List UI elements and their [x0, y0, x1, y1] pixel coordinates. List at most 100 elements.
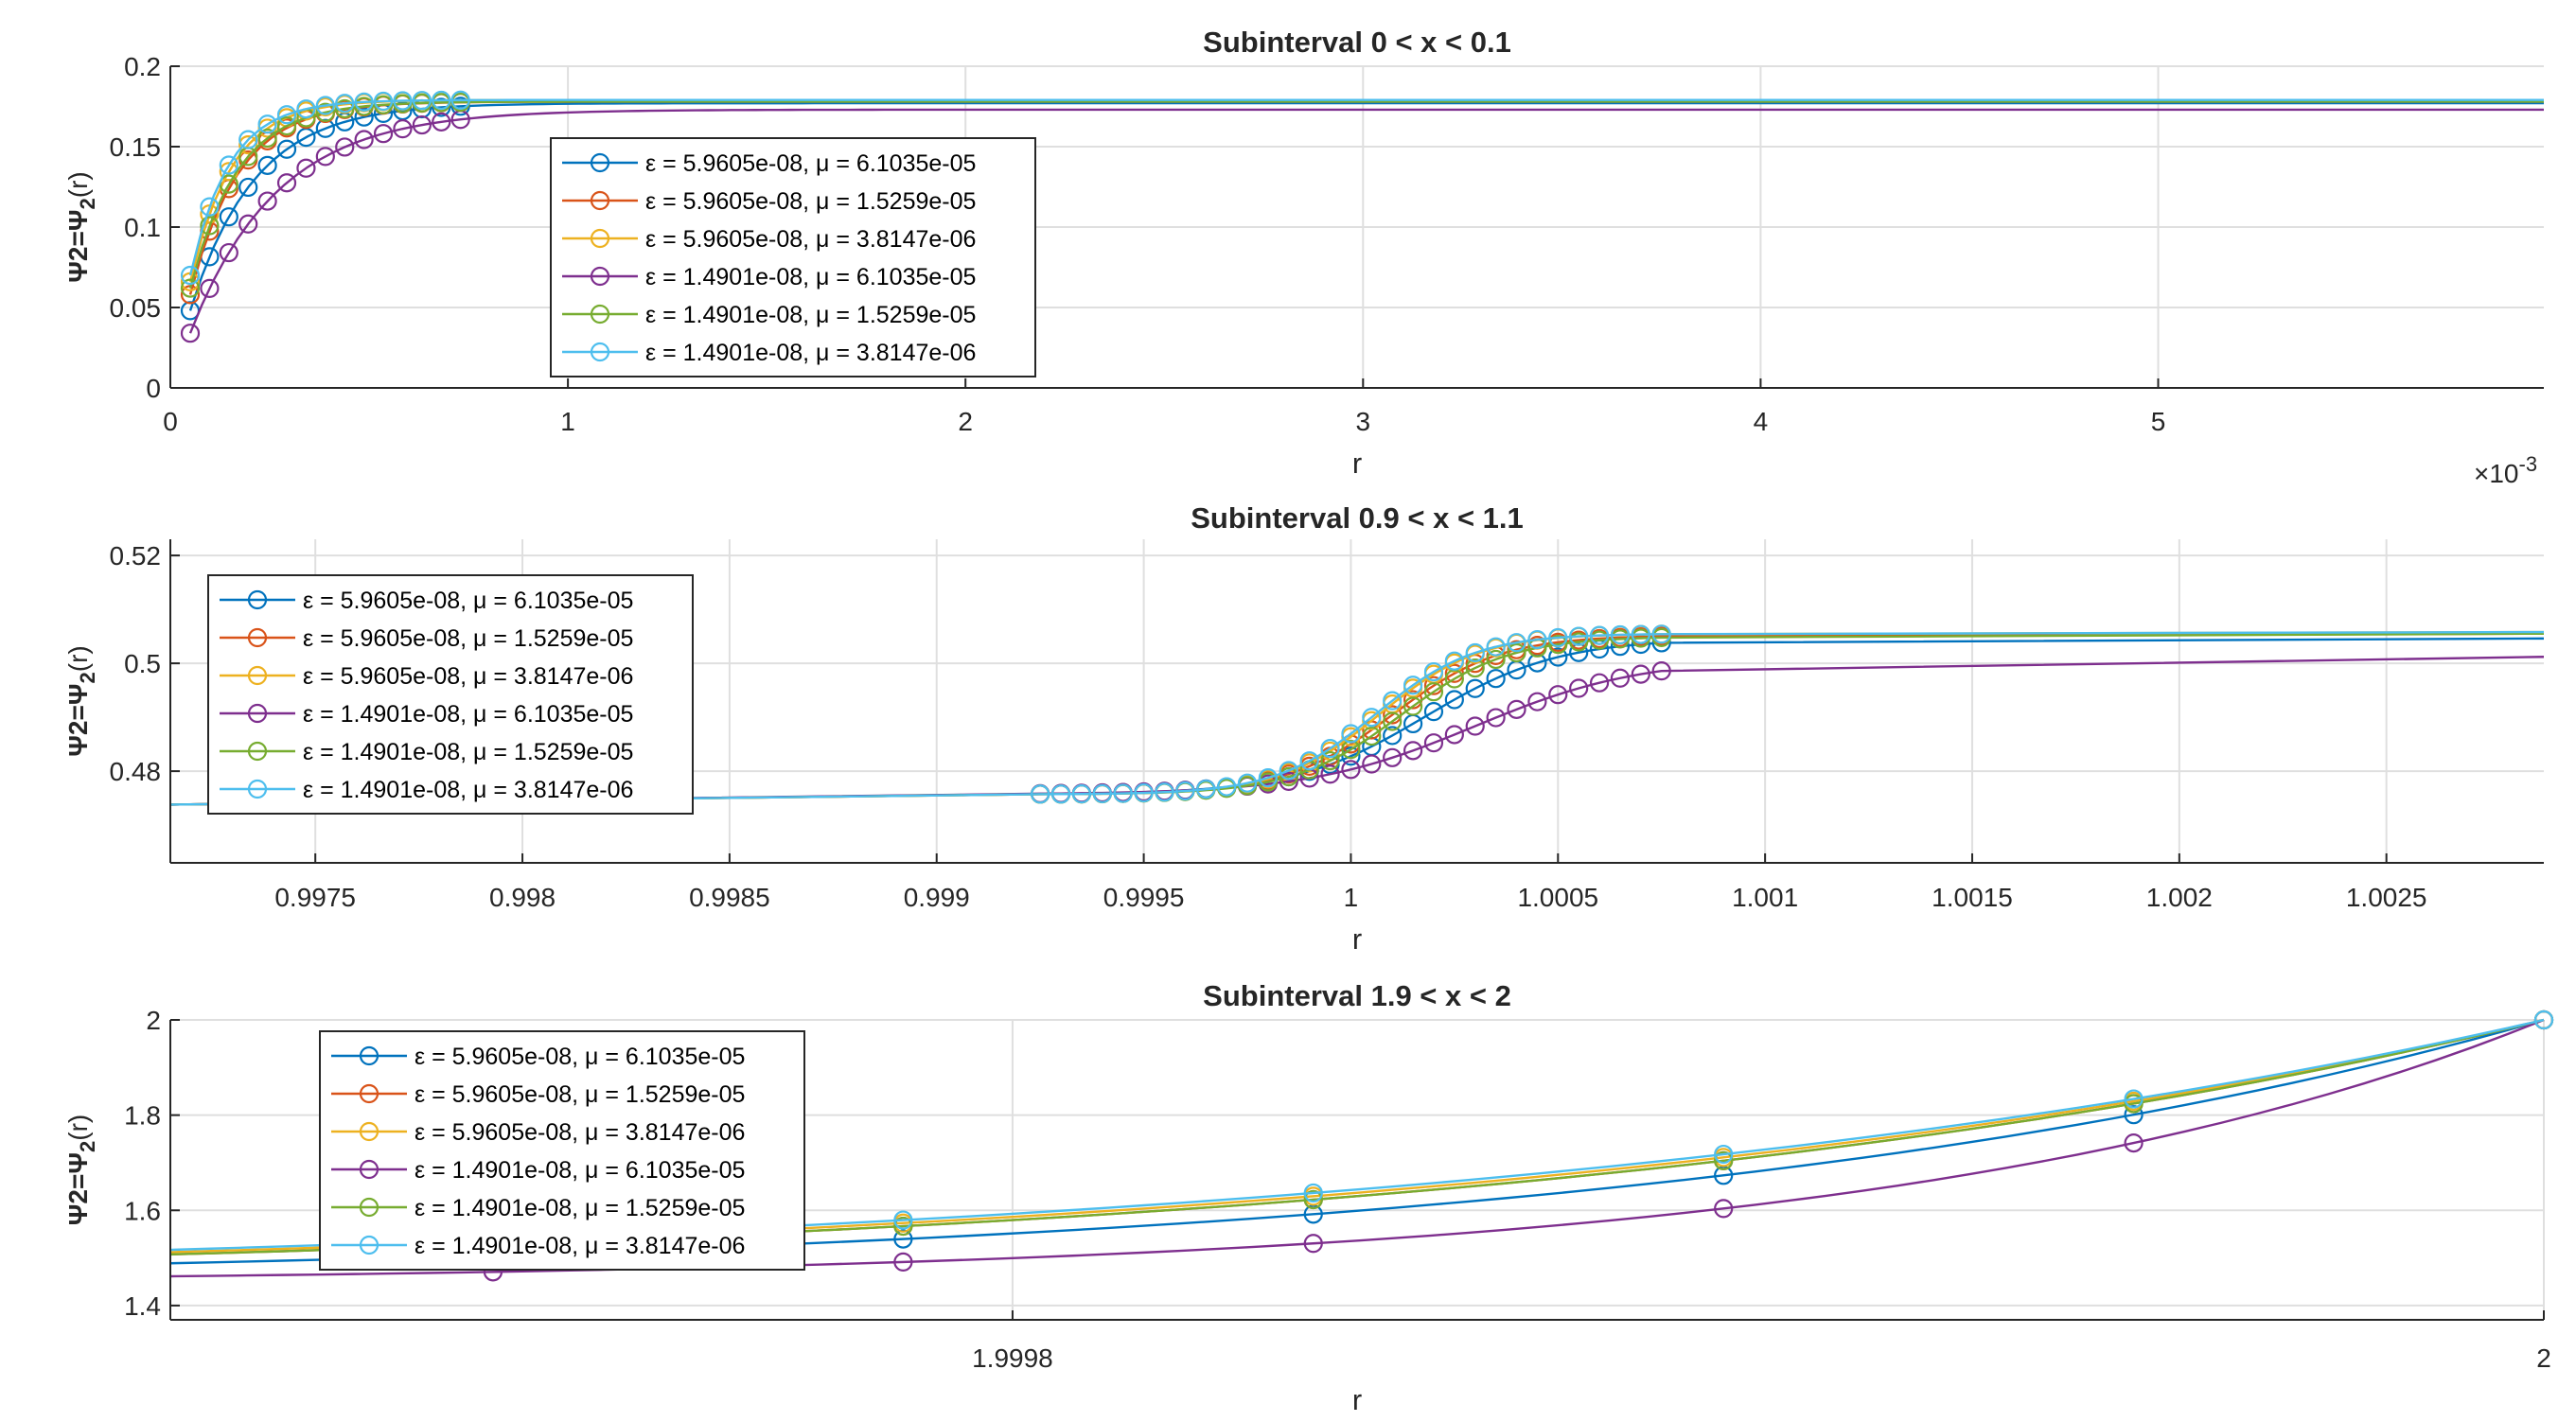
data-point: [1589, 630, 1610, 650]
data-point: [1610, 624, 1631, 645]
legend-marker: [247, 589, 268, 610]
data-point: [2124, 1089, 2144, 1109]
data-point: [412, 114, 432, 135]
data-point: [1486, 708, 1506, 728]
series-6: [180, 90, 2544, 286]
data-point: [335, 98, 355, 119]
data-point: [1507, 642, 1526, 663]
data-point: [1237, 773, 1258, 793]
series-line: [170, 1018, 2545, 1284]
x-tick-label: 2: [2536, 1343, 2551, 1373]
data-point: [432, 97, 451, 117]
chart-title: Subinterval 0.9 < x < 1.1: [1191, 501, 1524, 535]
legend-marker: [590, 304, 610, 325]
y-label-main: Ψ2=Ψ: [63, 684, 93, 757]
data-point: [1362, 708, 1382, 728]
y-tick-label: 0: [146, 374, 161, 403]
legend-marker: [359, 1045, 379, 1066]
series-line: [170, 630, 2545, 806]
y-tick-label: 0.5: [124, 649, 161, 678]
data-point: [1569, 632, 1589, 652]
y-label-subscript: 2: [76, 672, 99, 683]
data-point: [373, 91, 394, 112]
y-tick-label: 2: [146, 1006, 161, 1035]
legend-box: [550, 137, 1036, 377]
data-point: [1714, 1150, 1734, 1170]
subplot-middle: 0.9975 0.998 0.9985 0.999 0.9995 1 1.0005 1.001…: [63, 501, 2545, 956]
data-point: [257, 128, 277, 149]
data-point: [1569, 678, 1589, 698]
data-point: [1631, 664, 1650, 684]
y-label-suffix: (r): [63, 171, 93, 198]
series-line: [188, 98, 2544, 276]
legend-label: ε = 1.4901e-08, μ = 1.5259e-05: [415, 1195, 745, 1221]
x-tick-label: 0.9985: [689, 883, 770, 912]
data-point: [1423, 702, 1444, 722]
x-axis-label: r: [1352, 447, 1362, 480]
x-tick-label: 3: [1356, 407, 1371, 436]
data-point: [1113, 783, 1133, 803]
data-point: [1279, 771, 1298, 791]
data-point: [1341, 746, 1361, 766]
data-point: [1569, 626, 1589, 646]
subplot-bottom: 1.9981.99821.99841.99861.99881.9991.9992…: [63, 979, 2554, 1416]
data-point: [219, 242, 238, 263]
chart-title: Subinterval 0 < x < 0.1: [1203, 26, 1511, 59]
y-tick-label: 1.6: [124, 1196, 161, 1225]
data-point: [1403, 741, 1423, 761]
data-point: [1548, 627, 1568, 648]
series-6: [170, 1009, 2554, 1284]
x-tick-label: 1.0015: [1932, 883, 2013, 912]
y-label-main: Ψ2=Ψ: [63, 1152, 93, 1225]
legend-label: ε = 5.9605e-08, μ = 1.5259e-05: [415, 1081, 745, 1108]
y-label-subscript: 2: [76, 1141, 99, 1152]
data-point: [1631, 624, 1650, 644]
x-tick-label: 1.002: [2146, 883, 2213, 912]
legend: ε = 5.9605e-08, μ = 6.1035e-05 ε = 5.9605…: [550, 137, 1036, 377]
data-point: [2124, 1132, 2144, 1153]
data-point: [1383, 711, 1403, 731]
x-exponent-base: ×10: [2474, 459, 2519, 488]
legend-label: ε = 1.4901e-08, μ = 3.8147e-06: [415, 1233, 745, 1259]
data-point: [1341, 740, 1361, 760]
data-point: [1362, 726, 1382, 746]
legend-marker: [590, 152, 610, 173]
legend-marker: [590, 228, 610, 249]
data-point: [1444, 725, 1464, 745]
chart-title: Subinterval 1.9 < x < 2: [1203, 979, 1511, 1012]
data-point: [200, 216, 220, 236]
data-point: [893, 1216, 913, 1237]
series-6: [170, 624, 2545, 806]
data-layer: [180, 90, 2544, 343]
y-axis-label: Ψ2=Ψ2(r): [63, 645, 99, 756]
data-point: [276, 105, 297, 125]
data-point: [432, 112, 451, 132]
data-point: [450, 90, 470, 110]
data-point: [238, 135, 258, 155]
data-point: [75, 1256, 92, 1273]
data-point: [412, 91, 432, 111]
legend-label: ε = 5.9605e-08, μ = 6.1035e-05: [645, 150, 976, 177]
data-point: [315, 96, 335, 115]
data-point: [1341, 760, 1361, 780]
data-point: [1548, 635, 1568, 655]
legend-marker: [359, 1083, 379, 1104]
legend-marker: [247, 665, 268, 686]
data-point: [75, 1248, 92, 1265]
data-point: [1548, 647, 1568, 667]
x-tick-label: 0: [163, 407, 178, 436]
data-point: [1486, 669, 1506, 689]
legend-marker: [590, 266, 610, 287]
legend-box: [319, 1030, 805, 1271]
data-point: [1651, 661, 1671, 681]
data-point: [1423, 733, 1444, 753]
data-point: [1071, 784, 1092, 804]
series-line: [188, 100, 2544, 289]
y-label-main: Ψ2=Ψ: [63, 210, 93, 283]
data-point: [1175, 781, 1195, 801]
data-point: [1444, 651, 1464, 671]
data-point: [1299, 751, 1319, 771]
x-tick-label: 1.0025: [2346, 883, 2427, 912]
data-point: [296, 99, 316, 119]
